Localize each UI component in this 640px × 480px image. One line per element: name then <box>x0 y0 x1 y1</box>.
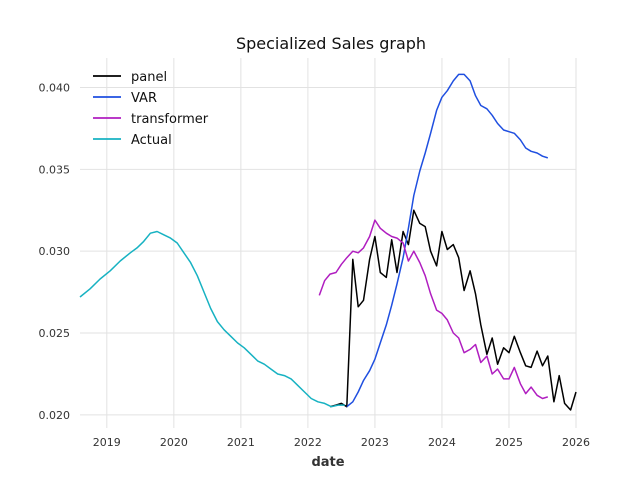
x-tick-label: 2022 <box>294 436 322 449</box>
series-lines <box>79 73 577 411</box>
x-tick-label: 2024 <box>428 436 456 449</box>
series-line-actual <box>79 230 345 408</box>
series-line-transformer <box>318 219 549 400</box>
legend: panel VAR transformer Actual <box>93 70 209 148</box>
x-tick-label: 2020 <box>160 436 188 449</box>
x-tick-label: 2021 <box>227 436 255 449</box>
series-line-var <box>346 73 549 408</box>
y-tick-label: 0.040 <box>39 81 71 94</box>
legend-label: VAR <box>131 91 157 106</box>
y-tick-label: 0.020 <box>39 409 71 422</box>
legend-label: panel <box>131 70 167 85</box>
grid <box>80 58 577 428</box>
x-tick-label: 2025 <box>495 436 523 449</box>
legend-label: transformer <box>131 112 209 127</box>
series-line-panel <box>329 209 577 411</box>
x-tick-label: 2023 <box>361 436 389 449</box>
y-tick-label: 0.025 <box>39 327 71 340</box>
x-axis-label: date <box>311 455 344 470</box>
chart-title: Specialized Sales graph <box>236 34 426 53</box>
x-tick-label: 2019 <box>93 436 121 449</box>
y-tick-label: 0.035 <box>39 163 71 176</box>
x-tick-label: 2026 <box>562 436 590 449</box>
y-tick-label: 0.030 <box>39 245 71 258</box>
axes: 2019 2020 2021 2022 2023 2024 2025 2026 0.020 0.0… <box>39 81 591 449</box>
legend-label: Actual <box>131 133 172 148</box>
